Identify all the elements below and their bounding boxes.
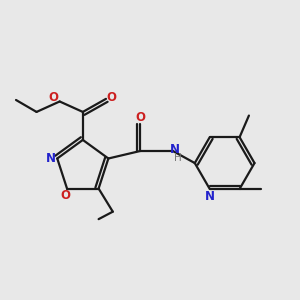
Text: O: O [106, 91, 117, 104]
Text: N: N [205, 190, 215, 203]
Text: O: O [61, 189, 70, 202]
Text: N: N [46, 152, 56, 165]
Text: O: O [48, 91, 58, 104]
Text: N: N [169, 143, 179, 156]
Text: H: H [174, 154, 181, 164]
Text: O: O [135, 111, 145, 124]
